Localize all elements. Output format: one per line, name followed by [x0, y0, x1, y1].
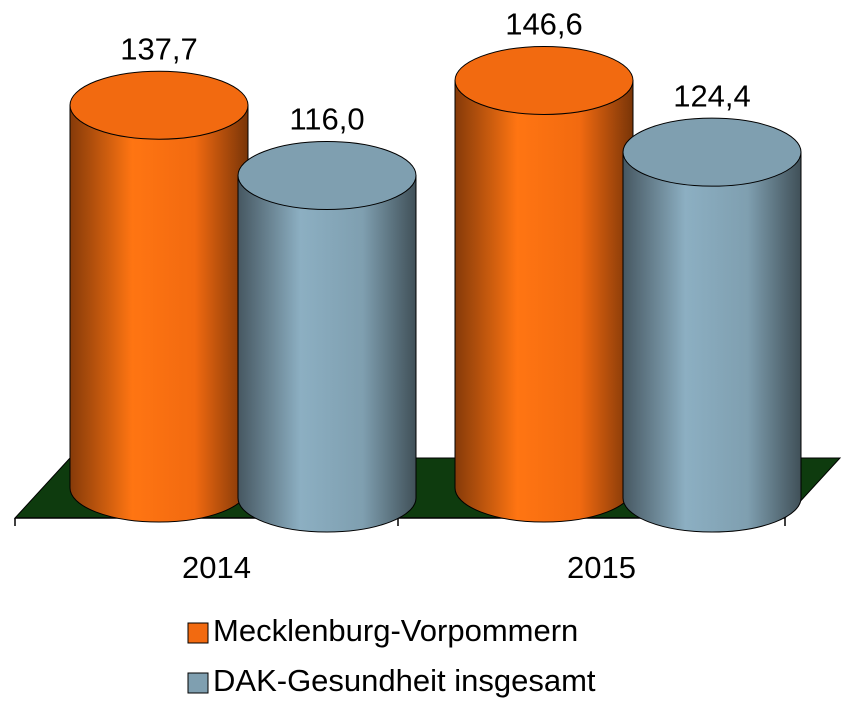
data-label: 116,0: [289, 102, 364, 137]
x-tick-label: 2015: [567, 550, 636, 585]
bar-top: [622, 117, 802, 187]
bar: [237, 175, 417, 533]
bar: [69, 104, 249, 523]
legend-label: Mecklenburg-Vorpommern: [213, 613, 578, 648]
bar-top: [69, 70, 249, 140]
legend-swatch: [187, 622, 209, 644]
x-tick-label: 2014: [182, 550, 251, 585]
legend-label: DAK-Gesundheit insgesamt: [213, 663, 596, 698]
legend-swatch: [187, 672, 209, 694]
data-label: 137,7: [120, 31, 198, 66]
bar: [622, 151, 802, 533]
bar-top: [454, 45, 634, 115]
bar: [454, 79, 634, 523]
bar-top: [237, 141, 417, 211]
data-label: 124,4: [673, 78, 751, 113]
data-label: 146,6: [505, 7, 583, 42]
